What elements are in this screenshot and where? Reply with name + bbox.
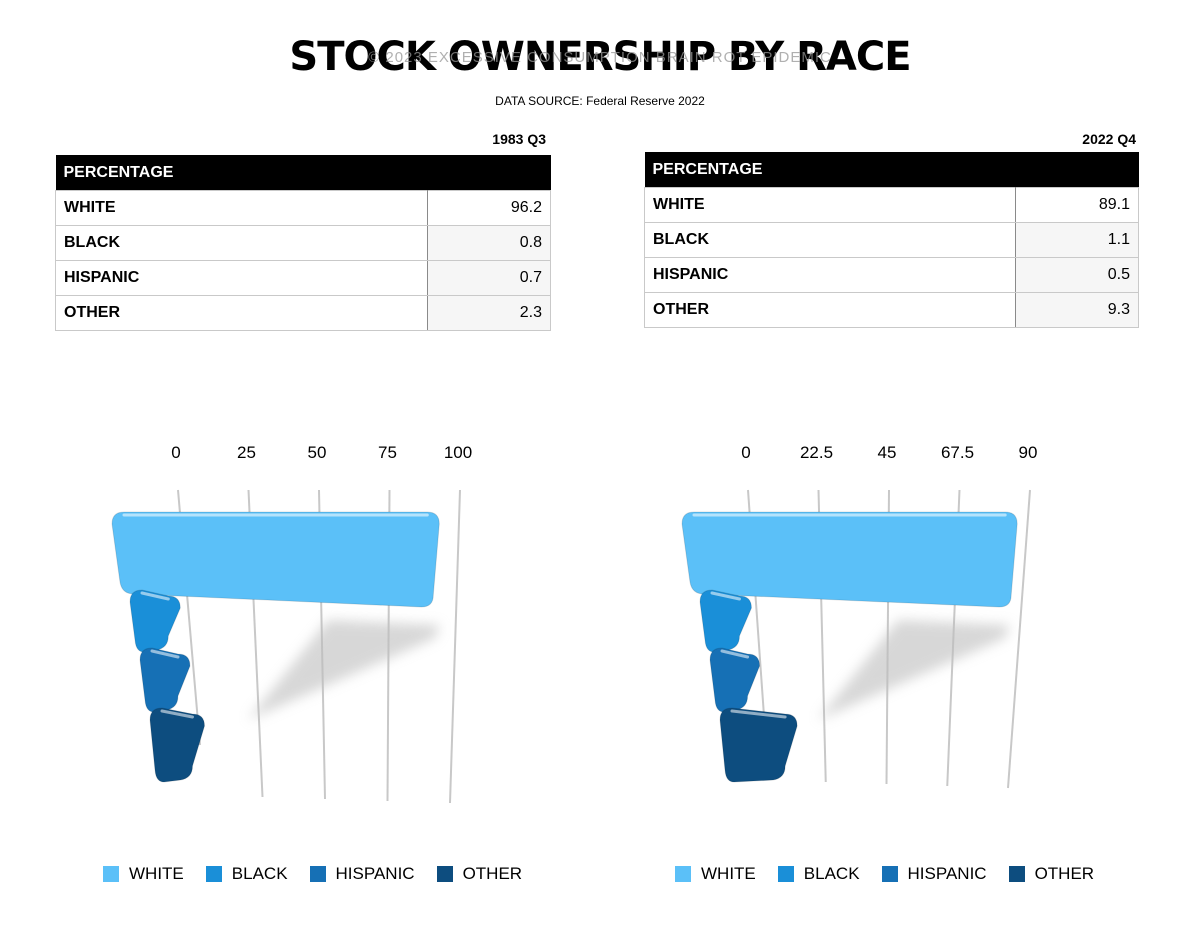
legend-item-other: OTHER — [1008, 864, 1094, 884]
table-row: BLACK 1.1 — [644, 222, 1139, 258]
bar-highlight — [720, 649, 750, 659]
bar-highlight — [140, 591, 170, 601]
legend-swatch — [1008, 866, 1025, 882]
legend-swatch — [205, 866, 222, 882]
table-row: OTHER 2.3 — [55, 295, 551, 331]
bar-highlight — [730, 709, 787, 719]
legend-swatch — [675, 866, 691, 882]
bar-hispanic — [709, 647, 761, 713]
bar-highlight — [710, 591, 741, 601]
bar-white — [681, 511, 1018, 608]
legend-swatch — [881, 866, 898, 882]
bar-hispanic — [139, 647, 191, 713]
tick-label: 25 — [237, 443, 256, 462]
gridline — [1007, 489, 1031, 789]
row-label: HISPANIC — [644, 257, 1016, 293]
table-row: HISPANIC 0.7 — [55, 260, 551, 296]
row-value: 96.2 — [427, 190, 551, 226]
chart-legend-left: WHITE BLACK HISPANIC OTHER — [103, 864, 544, 884]
tick-label: 0 — [171, 443, 180, 462]
tick-label: 0 — [741, 443, 750, 462]
watermark-text: © 2023 EXCESSIVE CONSUMPTION BRAIN ROT E… — [368, 49, 832, 66]
tick-label: 67.5 — [941, 443, 974, 462]
bar-other — [719, 707, 798, 783]
row-label: BLACK — [55, 225, 428, 261]
gridline — [449, 489, 461, 804]
tick-label: 90 — [1019, 443, 1038, 462]
legend-swatch — [103, 866, 119, 882]
period-label-left: 1983 Q3 — [492, 131, 546, 147]
data-source: DATA SOURCE: Federal Reserve 2022 — [495, 94, 705, 108]
data-table-right: PERCENTAGE WHITE 89.1 BLACK 1.1 HISPANIC… — [644, 152, 1139, 328]
table-header: PERCENTAGE — [644, 152, 1139, 188]
tick-label: 45 — [878, 443, 897, 462]
tick-label: 75 — [378, 443, 397, 462]
data-table-left: PERCENTAGE WHITE 96.2 BLACK 0.8 HISPANIC… — [55, 155, 551, 331]
legend-item-black: BLACK — [205, 864, 288, 884]
period-label-right: 2022 Q4 — [1082, 131, 1136, 147]
bar-highlight — [150, 649, 180, 659]
bar-shadow — [248, 620, 440, 720]
legend-item-other: OTHER — [436, 864, 522, 884]
bar-shadow — [818, 620, 1010, 720]
table-row: WHITE 89.1 — [644, 187, 1139, 223]
legend-swatch — [777, 866, 794, 882]
bar-black — [129, 589, 181, 653]
legend-item-hispanic: HISPANIC — [881, 864, 987, 884]
bar-white — [111, 511, 440, 608]
row-value: 2.3 — [427, 295, 551, 331]
row-label: OTHER — [644, 292, 1016, 328]
row-value: 0.8 — [427, 225, 551, 261]
bar-charts: 0 25 50 75 100 0 22.5 45 67.5 90 — [111, 443, 1038, 804]
row-value: 1.1 — [1015, 222, 1139, 258]
row-label: WHITE — [644, 187, 1016, 223]
bar-other — [149, 707, 205, 783]
legend-swatch — [309, 866, 326, 882]
legend-swatch — [436, 866, 453, 882]
legend-item-white: WHITE — [103, 864, 184, 884]
tick-label: 22.5 — [800, 443, 833, 462]
table-row: BLACK 0.8 — [55, 225, 551, 261]
table-row: WHITE 96.2 — [55, 190, 551, 226]
legend-item-white: WHITE — [675, 864, 756, 884]
row-label: BLACK — [644, 222, 1016, 258]
table-row: HISPANIC 0.5 — [644, 257, 1139, 293]
chart-legend-right: WHITE BLACK HISPANIC OTHER — [675, 864, 1116, 884]
legend-item-hispanic: HISPANIC — [309, 864, 415, 884]
page-title: STOCK OWNERSHIP BY RACE — [289, 34, 911, 80]
row-value: 89.1 — [1015, 187, 1139, 223]
tick-label: 100 — [444, 443, 472, 462]
bar-black — [699, 589, 752, 653]
table-row: OTHER 9.3 — [644, 292, 1139, 328]
title-area: STOCK OWNERSHIP BY RACE © 2023 EXCESSIVE… — [0, 32, 1200, 92]
row-value: 0.5 — [1015, 257, 1139, 293]
row-value: 0.7 — [427, 260, 551, 296]
row-label: OTHER — [55, 295, 428, 331]
row-label: HISPANIC — [55, 260, 428, 296]
bar-highlight — [160, 709, 194, 719]
chart-1: 0 22.5 45 67.5 90 — [681, 443, 1038, 789]
chart-0: 0 25 50 75 100 — [111, 443, 472, 804]
row-value: 9.3 — [1015, 292, 1139, 328]
row-label: WHITE — [55, 190, 428, 226]
table-header: PERCENTAGE — [55, 155, 551, 191]
tick-label: 50 — [308, 443, 327, 462]
legend-item-black: BLACK — [777, 864, 860, 884]
